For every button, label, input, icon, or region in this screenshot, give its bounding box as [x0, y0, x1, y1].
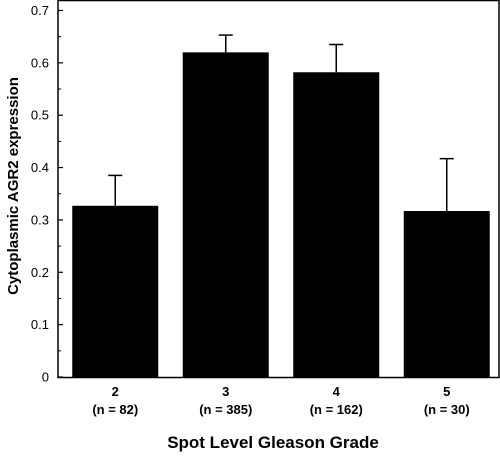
x-tick-sublabel: (n = 30) [424, 402, 470, 417]
bar [182, 52, 269, 377]
y-tick-label: 0.2 [31, 265, 49, 280]
y-tick-label: 0.7 [31, 3, 49, 18]
x-axis-title: Spot Level Gleason Grade [167, 433, 379, 452]
x-tick-label: 4 [333, 384, 341, 399]
y-tick-label: 0 [42, 370, 49, 385]
x-tick-label: 2 [112, 384, 119, 399]
y-tick-label: 0.5 [31, 108, 49, 123]
bar [403, 211, 490, 377]
x-tick-sublabel: (n = 385) [199, 402, 252, 417]
x-tick-label: 5 [443, 384, 450, 399]
x-tick-sublabel: (n = 82) [92, 402, 138, 417]
y-axis-title: Cytoplasmic AGR2 expression [5, 77, 22, 295]
plot-area: 0 0.1 0.2 0.3 0.4 0.5 0.6 0.7 2 (n = 82) 3 (n = 385… [31, 0, 500, 417]
y-tick-label: 0.4 [31, 160, 49, 175]
y-tick-label: 0.3 [31, 212, 49, 227]
bar [293, 72, 380, 377]
plot-frame [57, 0, 500, 379]
y-tick-label: 0.1 [31, 317, 49, 332]
bar [72, 205, 159, 377]
x-tick-label: 3 [222, 384, 229, 399]
y-tick-label: 0.6 [31, 55, 49, 70]
x-tick-sublabel: (n = 162) [310, 402, 363, 417]
